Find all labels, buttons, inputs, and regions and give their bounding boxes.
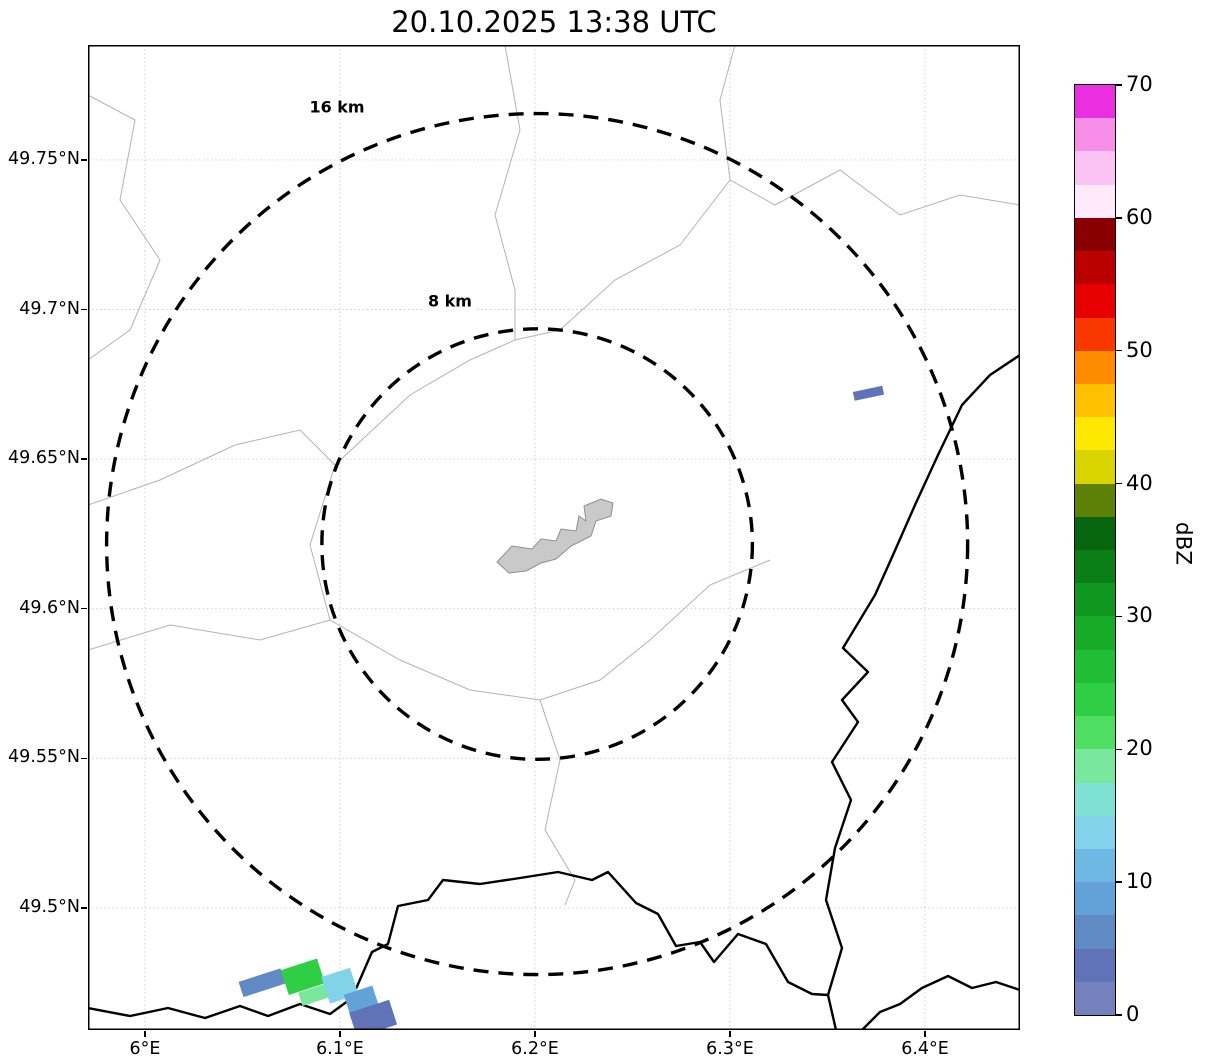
admin-boundary-line: [88, 169, 1020, 506]
admin-boundaries: [88, 45, 1020, 906]
x-tick-label: 6.3°E: [706, 1039, 754, 1059]
y-tick-label: 49.6°N: [19, 597, 80, 618]
plot-frame: [88, 45, 1020, 1030]
colorbar-band: [1075, 183, 1115, 218]
colorbar-band: [1075, 383, 1115, 418]
colorbar-band: [1075, 815, 1115, 849]
colorbar-band: [1075, 350, 1115, 384]
x-tick-label: 6.2°E: [511, 1039, 559, 1059]
colorbar-band: [1075, 715, 1115, 750]
country-border-southeast: [860, 974, 1020, 1030]
x-tick-label: 6.4°E: [901, 1039, 949, 1059]
country-border-river: [824, 353, 1020, 1030]
y-tick-label: 49.7°N: [19, 298, 80, 319]
colorbar-band: [1075, 449, 1115, 484]
colorbar-band: [1075, 283, 1115, 318]
radar-echo: [280, 958, 325, 995]
y-tick-mark: [81, 907, 87, 909]
colorbar-tick-mark: [1116, 881, 1122, 883]
urban-area-shape: [496, 498, 614, 574]
x-tick-label: 6°E: [129, 1039, 161, 1059]
x-tick-mark: [144, 1031, 146, 1037]
colorbar-band: [1075, 748, 1115, 783]
y-tick-mark: [81, 308, 87, 311]
admin-boundary-line: [539, 699, 576, 906]
map-plot: 16 km 8 km: [88, 45, 1020, 1030]
colorbar-tick-mark: [1116, 217, 1122, 219]
colorbar-tick-label: 40: [1126, 470, 1153, 495]
colorbar-band: [1075, 781, 1115, 816]
colorbar-band: [1075, 582, 1115, 617]
admin-boundary-line: [88, 94, 161, 361]
colorbar-band: [1075, 217, 1115, 252]
radar-echo: [238, 968, 286, 998]
colorbar-band: [1075, 516, 1115, 550]
colorbar-tick-label: 20: [1126, 736, 1153, 761]
colorbar-band: [1075, 250, 1115, 285]
map-canvas: [88, 45, 1020, 1030]
y-tick-mark: [81, 159, 87, 161]
y-tick-label: 49.65°N: [8, 448, 80, 469]
colorbar-band: [1075, 648, 1115, 683]
admin-boundary-line: [494, 45, 521, 340]
grid-layer: [88, 45, 1020, 1030]
colorbar-band: [1075, 981, 1115, 1015]
radar-echo: [349, 999, 398, 1030]
colorbar-band: [1075, 85, 1115, 119]
y-tick-label: 49.75°N: [8, 148, 80, 169]
x-tick-mark: [729, 1031, 731, 1037]
range-ring-label: 8 km: [423, 291, 476, 311]
y-tick-label: 49.5°N: [19, 896, 80, 917]
y-tick-mark: [81, 458, 87, 460]
country-borders: [88, 353, 1020, 1030]
range-ring: [104, 111, 970, 977]
colorbar-band: [1075, 316, 1115, 351]
colorbar-band: [1075, 416, 1115, 451]
range-ring-label: 16 km: [305, 97, 369, 117]
colorbar-tick-mark: [1116, 482, 1122, 485]
radar-echo: [298, 983, 332, 1006]
colorbar-tick-mark: [1116, 1014, 1122, 1016]
y-tick-label: 49.55°N: [8, 747, 80, 768]
radar-echo: [852, 385, 885, 401]
colorbar-band: [1075, 117, 1115, 152]
y-tick-mark: [81, 608, 87, 610]
range-ring: [320, 327, 755, 762]
y-tick-mark: [81, 757, 87, 759]
colorbar-title: dBZ: [1170, 521, 1196, 566]
colorbar-band: [1075, 549, 1115, 584]
colorbar-tick-label: 30: [1126, 603, 1153, 628]
colorbar-tick-mark: [1116, 84, 1122, 86]
colorbar-band: [1075, 947, 1115, 982]
x-tick-mark: [924, 1031, 926, 1037]
range-ring-layer: [104, 111, 970, 977]
admin-boundary-line: [88, 464, 336, 651]
country-border-south: [88, 870, 830, 1020]
colorbar-band: [1075, 848, 1115, 883]
admin-boundary-line: [329, 559, 771, 701]
x-tick-label: 6.1°E: [316, 1039, 364, 1059]
colorbar-tick-mark: [1116, 748, 1122, 750]
colorbar-tick-mark: [1116, 350, 1122, 352]
colorbar-tick-label: 60: [1126, 204, 1153, 229]
colorbar-tick-mark: [1116, 615, 1122, 618]
radar-echo-layer: [238, 385, 885, 1030]
colorbar-tick-label: 70: [1126, 72, 1153, 96]
colorbar-band: [1075, 682, 1115, 717]
colorbar-tick-label: 50: [1126, 337, 1153, 362]
x-tick-mark: [534, 1031, 536, 1037]
admin-boundary-line: [719, 45, 736, 181]
colorbar-band: [1075, 615, 1115, 650]
colorbar-band: [1075, 482, 1115, 517]
x-tick-mark: [339, 1031, 341, 1037]
colorbar-band: [1075, 881, 1115, 916]
colorbar-band: [1075, 150, 1115, 185]
figure-title: 20.10.2025 13:38 UTC: [391, 5, 717, 39]
colorbar-band: [1075, 914, 1115, 949]
colorbar: [1075, 85, 1115, 1015]
colorbar-tick-label: 10: [1126, 869, 1153, 894]
colorbar-tick-label: 0: [1126, 1002, 1140, 1026]
